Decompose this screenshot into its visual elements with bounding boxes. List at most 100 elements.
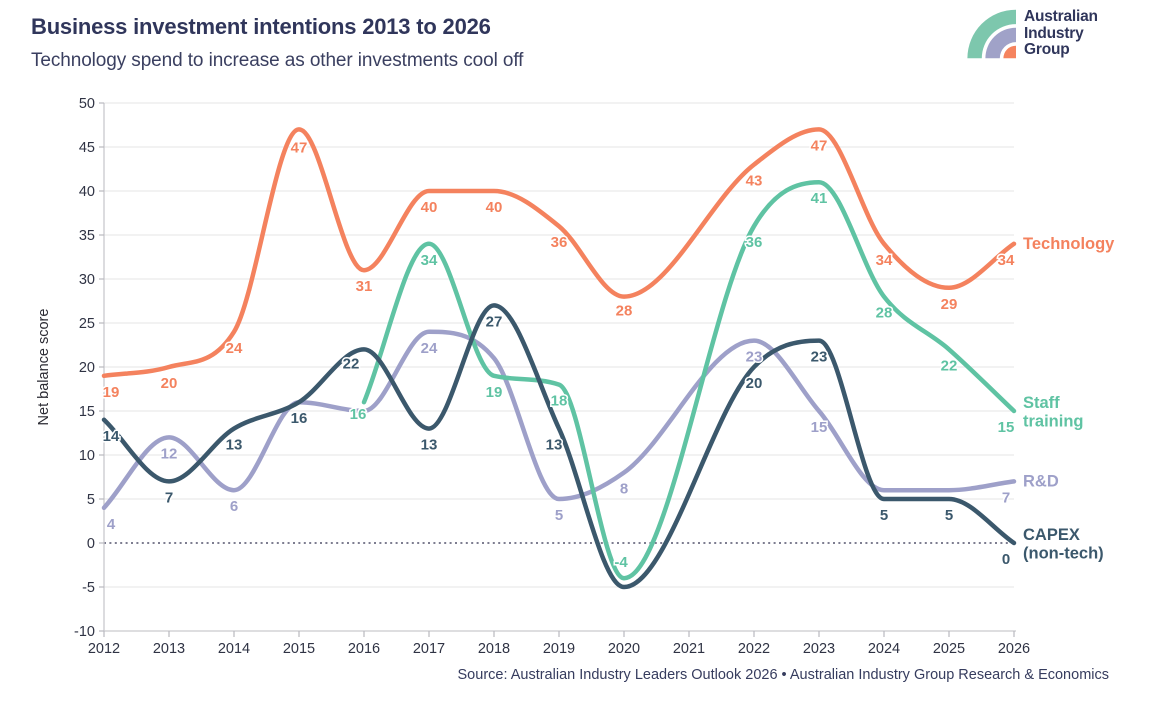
point-label: 0 <box>1002 551 1010 568</box>
series-legend-label: (non-tech) <box>1023 545 1104 563</box>
x-tick-label: 2018 <box>478 641 510 657</box>
point-label: -4 <box>614 554 628 571</box>
y-axis-title: Net balance score <box>36 309 52 426</box>
point-label: 27 <box>486 313 503 330</box>
point-label: 15 <box>998 419 1015 436</box>
logo-text-line: Group <box>1024 41 1070 59</box>
point-label: 7 <box>165 489 173 506</box>
point-label: 15 <box>811 419 828 436</box>
point-label: 7 <box>1002 489 1010 506</box>
aigroup-logo: Australian Industry Group <box>962 9 1098 59</box>
x-tick-label: 2024 <box>868 641 900 657</box>
point-label: 16 <box>291 410 308 427</box>
point-label: 18 <box>551 393 568 410</box>
point-label: 22 <box>343 355 360 372</box>
x-tick-label: 2012 <box>88 641 120 657</box>
logo-text-line: Industry <box>1024 24 1084 42</box>
point-label: 23 <box>811 349 828 366</box>
point-label: 24 <box>421 340 438 357</box>
y-tick-label: 35 <box>79 228 95 244</box>
point-label: 5 <box>945 507 953 524</box>
point-label: 13 <box>546 437 563 454</box>
point-label: 40 <box>486 199 503 216</box>
series-line-staff-training <box>361 179 1017 581</box>
x-tick-label: 2017 <box>413 641 445 657</box>
point-label: 36 <box>746 234 763 251</box>
series-legend-capex-non-tech: CAPEX(non-tech) <box>1023 526 1104 563</box>
y-tick-label: 20 <box>79 360 95 376</box>
point-label: 31 <box>356 278 373 295</box>
y-tick-label: 0 <box>87 536 95 552</box>
series-legend-label: Technology <box>1023 235 1115 253</box>
point-label: 24 <box>226 340 243 357</box>
point-label: 47 <box>291 139 308 156</box>
series-legend-technology: Technology <box>1023 235 1115 253</box>
y-tick-label: -10 <box>74 624 95 640</box>
x-tick-label: 2025 <box>933 641 965 657</box>
x-tick-label: 2026 <box>998 641 1030 657</box>
series-point-labels-r-d: 4 12 6 24 5 8 23 15 7 <box>105 338 1011 534</box>
x-tick-label: 2023 <box>803 641 835 657</box>
point-label: 34 <box>876 252 893 269</box>
page-title: Business investment intentions 2013 to 2… <box>31 14 491 39</box>
series-point-labels-staff-training: 16 34 19 18 -4 36 41 28 22 15 <box>348 189 1016 573</box>
point-label: 34 <box>421 252 438 269</box>
point-label: 28 <box>616 303 633 320</box>
x-tick-label: 2020 <box>608 641 640 657</box>
x-tick-label: 2022 <box>738 641 770 657</box>
y-tick-label: 45 <box>79 140 95 156</box>
point-label: 13 <box>421 437 438 454</box>
series-point-labels-technology: 19 20 24 47 31 40 40 36 28 43 47 34 29 34 <box>101 136 1016 402</box>
series-legend-label: R&D <box>1023 472 1059 490</box>
series-legend-r-d: R&D <box>1023 472 1059 490</box>
x-tick-label: 2013 <box>153 641 185 657</box>
point-label: 6 <box>230 498 238 515</box>
series-legend-label: CAPEX <box>1023 526 1080 544</box>
x-tick-label: 2014 <box>218 641 250 657</box>
point-label: 14 <box>103 428 120 445</box>
series-legend-label: Staff <box>1023 394 1060 412</box>
source-note: Source: Australian Industry Leaders Outl… <box>457 667 1109 683</box>
point-label: 20 <box>161 375 178 392</box>
logo-arc-purple <box>985 27 1016 59</box>
point-label: 20 <box>746 375 763 392</box>
series-line-technology <box>101 127 1017 379</box>
point-label: 8 <box>620 481 628 498</box>
point-label: 43 <box>746 173 763 190</box>
x-axis-ticks: 2012 2013 2014 2015 2016 2017 2018 2019 2020 2021… <box>88 631 1030 657</box>
point-label: 5 <box>555 507 563 524</box>
series-line-r-d <box>101 329 1017 511</box>
point-label: 28 <box>876 305 893 322</box>
aigroup-logo-text: Australian Industry Group <box>1024 9 1098 59</box>
point-label: 16 <box>350 406 367 423</box>
page-subtitle: Technology spend to increase as other in… <box>31 50 524 71</box>
x-tick-label: 2016 <box>348 641 380 657</box>
logo-arc-orange <box>1003 45 1016 59</box>
point-label: 4 <box>107 516 116 533</box>
y-tick-label: 40 <box>79 184 95 200</box>
series-point-labels-capex-non-tech: 14 7 13 16 22 13 27 13 20 23 5 5 0 <box>101 312 1012 570</box>
series-line-capex-non-tech <box>101 303 1017 590</box>
logo-arc-teal <box>967 9 1016 59</box>
point-label: 22 <box>941 357 958 374</box>
point-label: 34 <box>998 252 1015 269</box>
point-label: 13 <box>226 437 243 454</box>
series-legend-label: training <box>1023 413 1084 431</box>
point-label: 41 <box>811 190 828 207</box>
y-tick-label: 50 <box>79 96 95 112</box>
y-tick-label: 10 <box>79 448 95 464</box>
chart-header: Business investment intentions 2013 to 2… <box>31 14 523 72</box>
point-label: 19 <box>103 384 120 401</box>
point-label: 29 <box>941 296 958 313</box>
y-tick-label: 5 <box>87 492 95 508</box>
y-axis-ticks: -10 -5 0 5 10 15 20 25 30 35 40 45 50 <box>74 96 104 640</box>
point-label: 12 <box>161 445 178 462</box>
logo-text-line: Australian <box>1024 8 1098 26</box>
point-label: 36 <box>551 234 568 251</box>
point-label: 5 <box>880 507 888 524</box>
y-tick-label: 30 <box>79 272 95 288</box>
y-tick-label: -5 <box>82 580 95 596</box>
y-tick-label: 15 <box>79 404 95 420</box>
